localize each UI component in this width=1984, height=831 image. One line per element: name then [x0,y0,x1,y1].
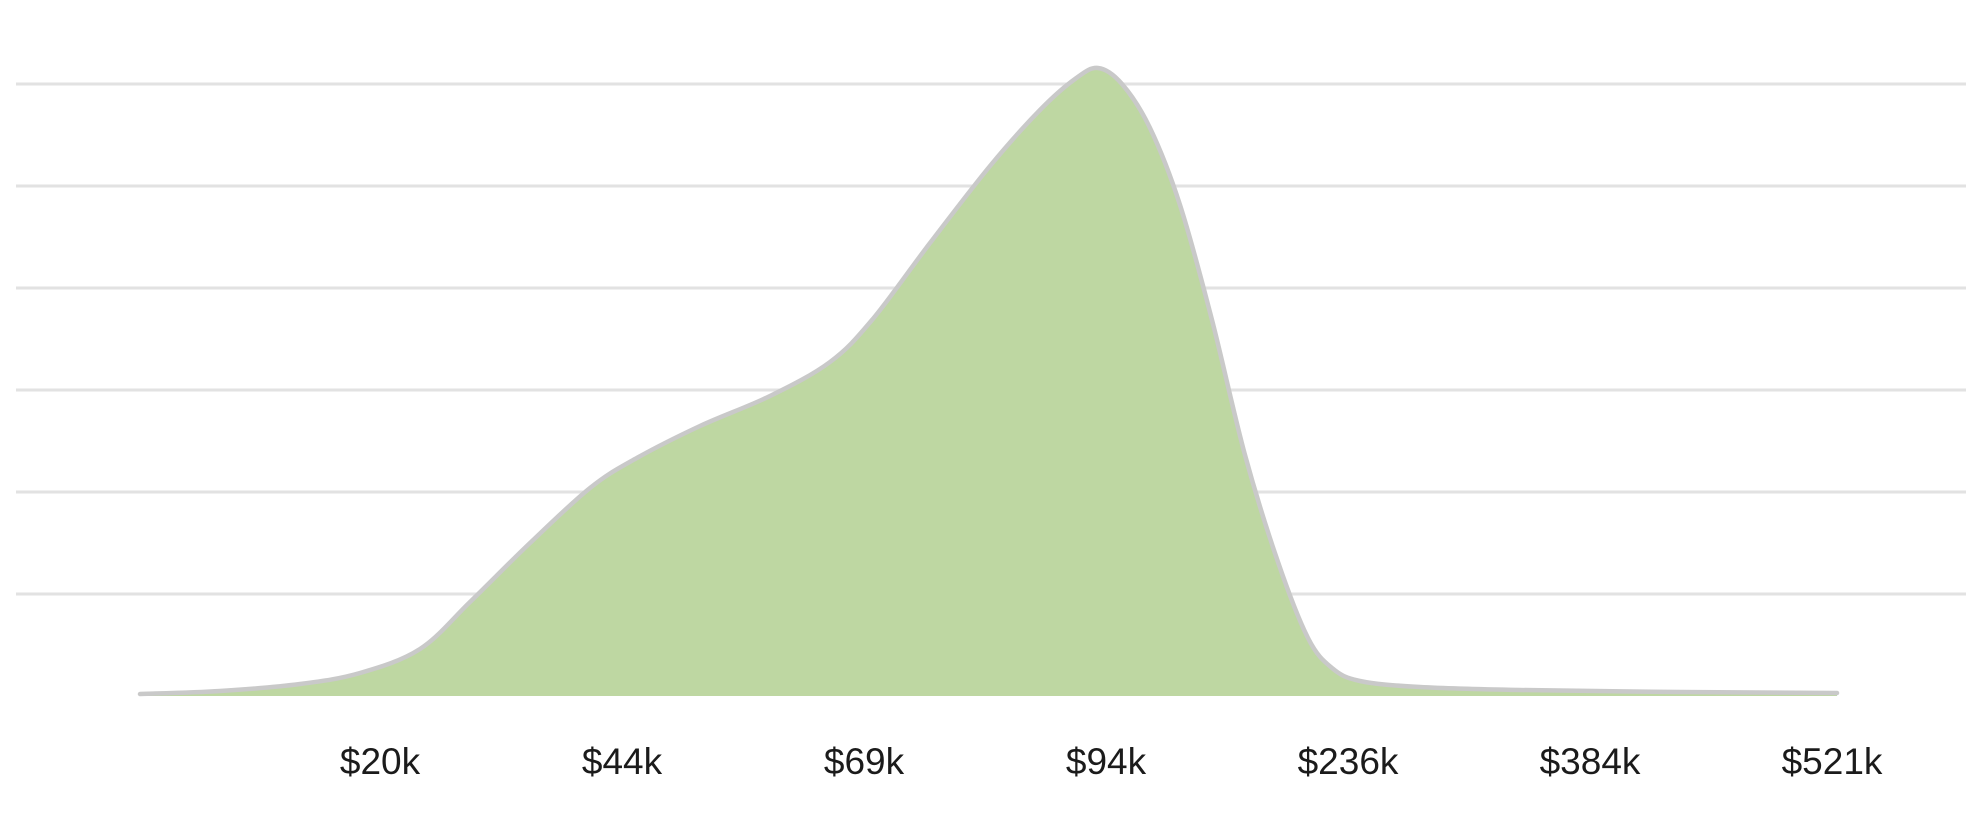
density-area-fill [140,67,1837,696]
density-curve-line [137,65,1840,697]
